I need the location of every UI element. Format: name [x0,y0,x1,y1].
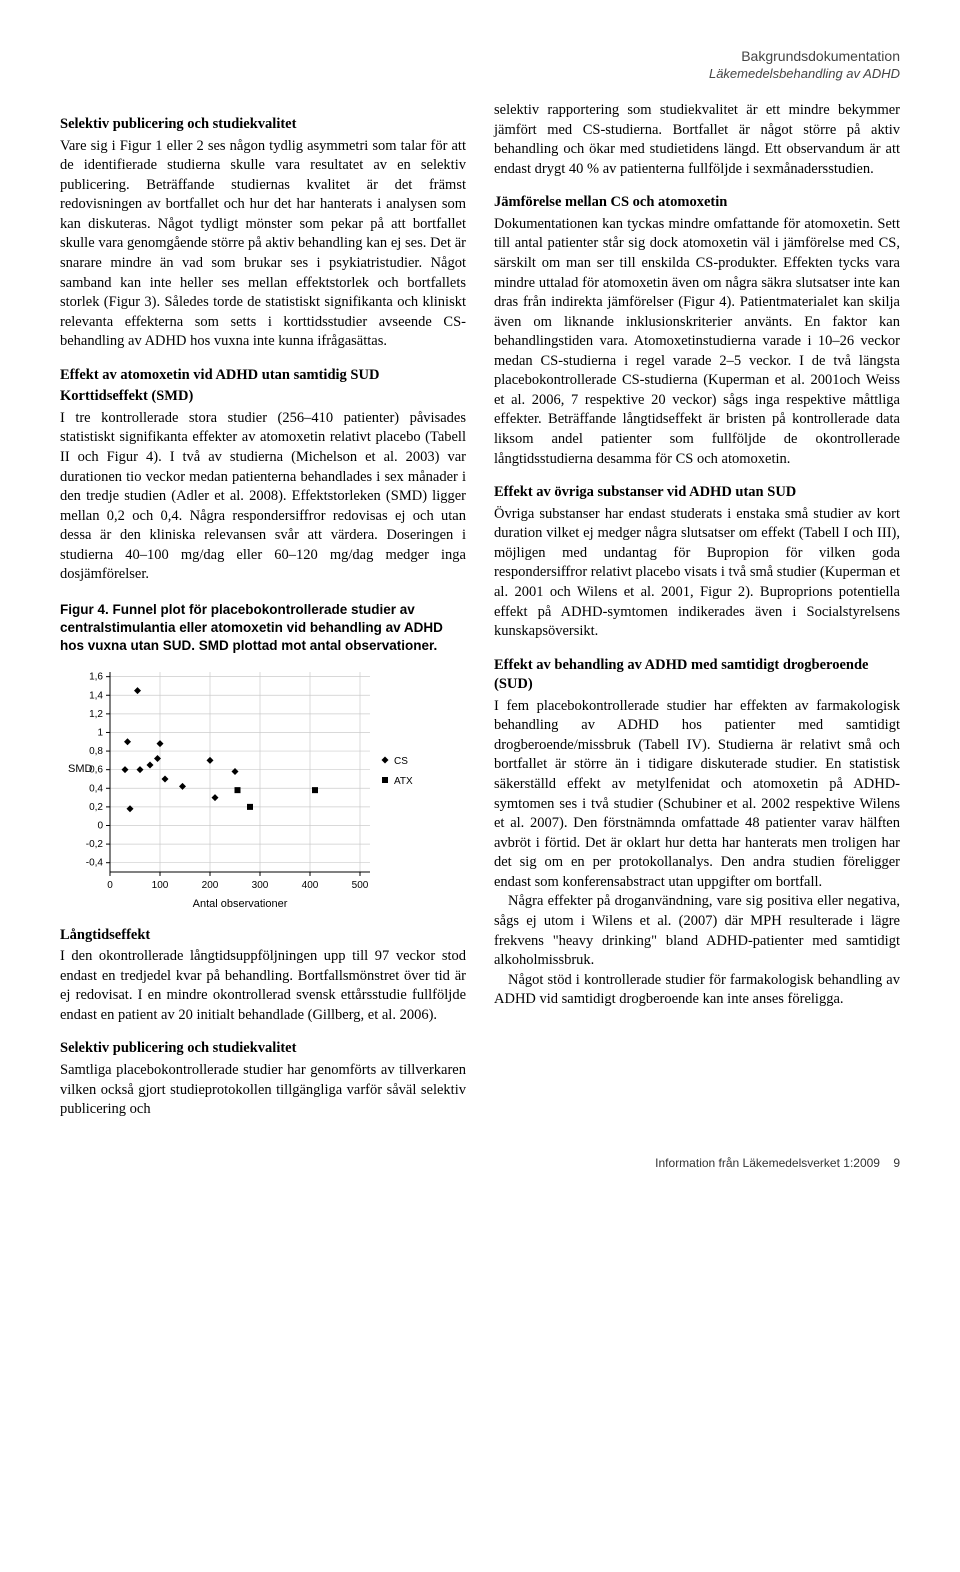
svg-text:0: 0 [107,880,113,891]
body-text: Vare sig i Figur 1 eller 2 ses någon tyd… [60,137,466,352]
page: Bakgrundsdokumentation Läkemedelsbehandl… [0,0,960,1200]
svg-text:0,4: 0,4 [89,783,103,794]
chart-svg: -0,4-0,200,20,40,60,811,21,41,6010020030… [60,662,440,912]
body-text: Övriga substanser har endast studerats i… [494,505,900,642]
svg-text:1,4: 1,4 [89,690,103,701]
header-subtitle: Läkemedelsbehandling av ADHD [60,66,900,81]
figure-caption: Figur 4. Funnel plot för placebokontroll… [60,601,466,656]
svg-text:100: 100 [152,880,169,891]
header-category: Bakgrundsdokumentation [60,48,900,64]
section-title: Selektiv publicering och studiekvalitet [60,115,466,135]
footer-text: Information från Läkemedelsverket 1:2009 [655,1156,880,1170]
body-text: Samtliga placebokontrollerade studier ha… [60,1061,466,1120]
svg-text:SMD: SMD [68,763,93,775]
section-title: Effekt av övriga substanser vid ADHD uta… [494,483,900,503]
svg-text:1,6: 1,6 [89,671,103,682]
page-footer: Information från Läkemedelsverket 1:2009… [60,1156,900,1170]
section-title: Selektiv publicering och studiekvalitet [60,1039,466,1059]
svg-text:300: 300 [252,880,269,891]
svg-text:Antal observationer: Antal observationer [193,898,288,910]
svg-text:0: 0 [97,820,103,831]
body-text: Något stöd i kontrollerade studier för f… [494,971,900,1010]
svg-text:1: 1 [97,727,103,738]
body-text: I fem placebokontrollerade studier har e… [494,697,900,893]
body-text: I den okontrollerade långtidsuppföljning… [60,947,466,1025]
body-text: Några effekter på droganvändning, vare s… [494,892,900,970]
body-text: I tre kontrollerade stora studier (256–4… [60,409,466,585]
body-text: selektiv rapportering som studiekvalitet… [494,101,900,179]
svg-text:0,8: 0,8 [89,746,103,757]
svg-text:CS: CS [394,756,408,767]
page-header: Bakgrundsdokumentation Läkemedelsbehandl… [60,48,900,81]
svg-text:-0,4: -0,4 [86,857,104,868]
svg-text:500: 500 [352,880,369,891]
svg-text:200: 200 [202,880,219,891]
svg-text:0,2: 0,2 [89,801,103,812]
body-text: Dokumentationen kan tyckas mindre omfatt… [494,215,900,469]
section-title: Effekt av behandling av ADHD med samtidi… [494,656,900,695]
page-number: 9 [893,1156,900,1170]
left-column: Selektiv publicering och studiekvalitet … [60,101,466,1120]
svg-text:ATX: ATX [394,776,413,787]
svg-text:400: 400 [302,880,319,891]
svg-text:1,2: 1,2 [89,708,103,719]
svg-text:-0,2: -0,2 [86,839,104,850]
right-column: selektiv rapportering som studiekvalitet… [494,101,900,1120]
content-columns: Selektiv publicering och studiekvalitet … [60,101,900,1120]
section-title: Jämförelse mellan CS och atomoxetin [494,193,900,213]
section-title: Långtidseffekt [60,926,466,946]
sub-title: Korttidseffekt (SMD) [60,387,466,407]
funnel-plot-chart: -0,4-0,200,20,40,60,811,21,41,6010020030… [60,662,440,912]
section-title: Effekt av atomoxetin vid ADHD utan samti… [60,366,466,386]
